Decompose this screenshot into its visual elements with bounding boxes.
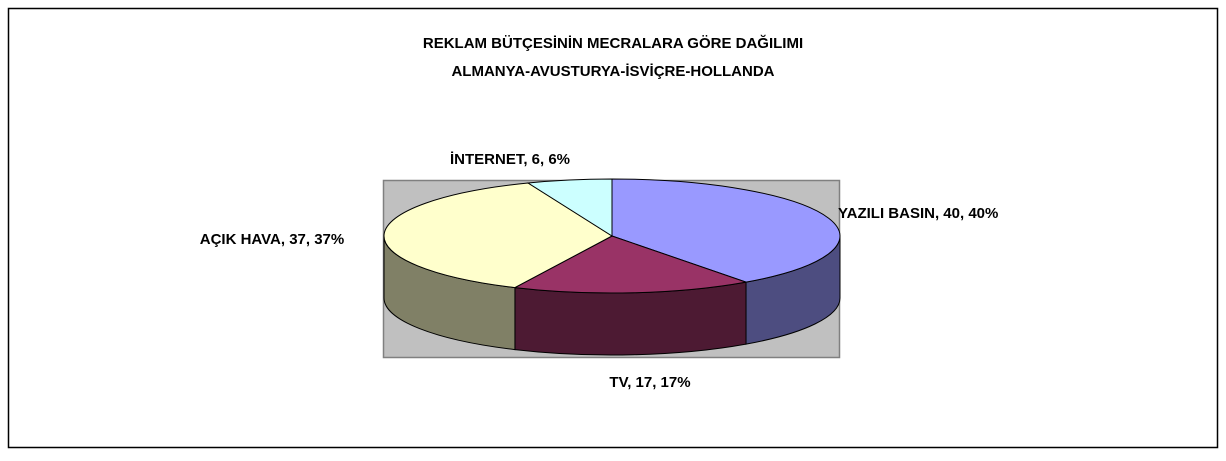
- pie-slice: [611, 178, 841, 283]
- pie-slice: [513, 235, 748, 294]
- data-label: TV, 17, 17%: [609, 374, 690, 391]
- chart-subtitle: ALMANYA-AVUSTURYA-İSVİÇRE-HOLLANDA: [451, 63, 774, 80]
- data-label: İNTERNET, 6, 6%: [450, 151, 570, 168]
- data-label: AÇIK HAVA, 37, 37%: [200, 231, 345, 248]
- pie-slice: [383, 182, 613, 289]
- data-label: YAZILI BASIN, 40, 40%: [838, 205, 998, 222]
- chart-title: REKLAM BÜTÇESİNİN MECRALARA GÖRE DAĞILIM…: [423, 34, 803, 52]
- pie-slice: [526, 178, 613, 237]
